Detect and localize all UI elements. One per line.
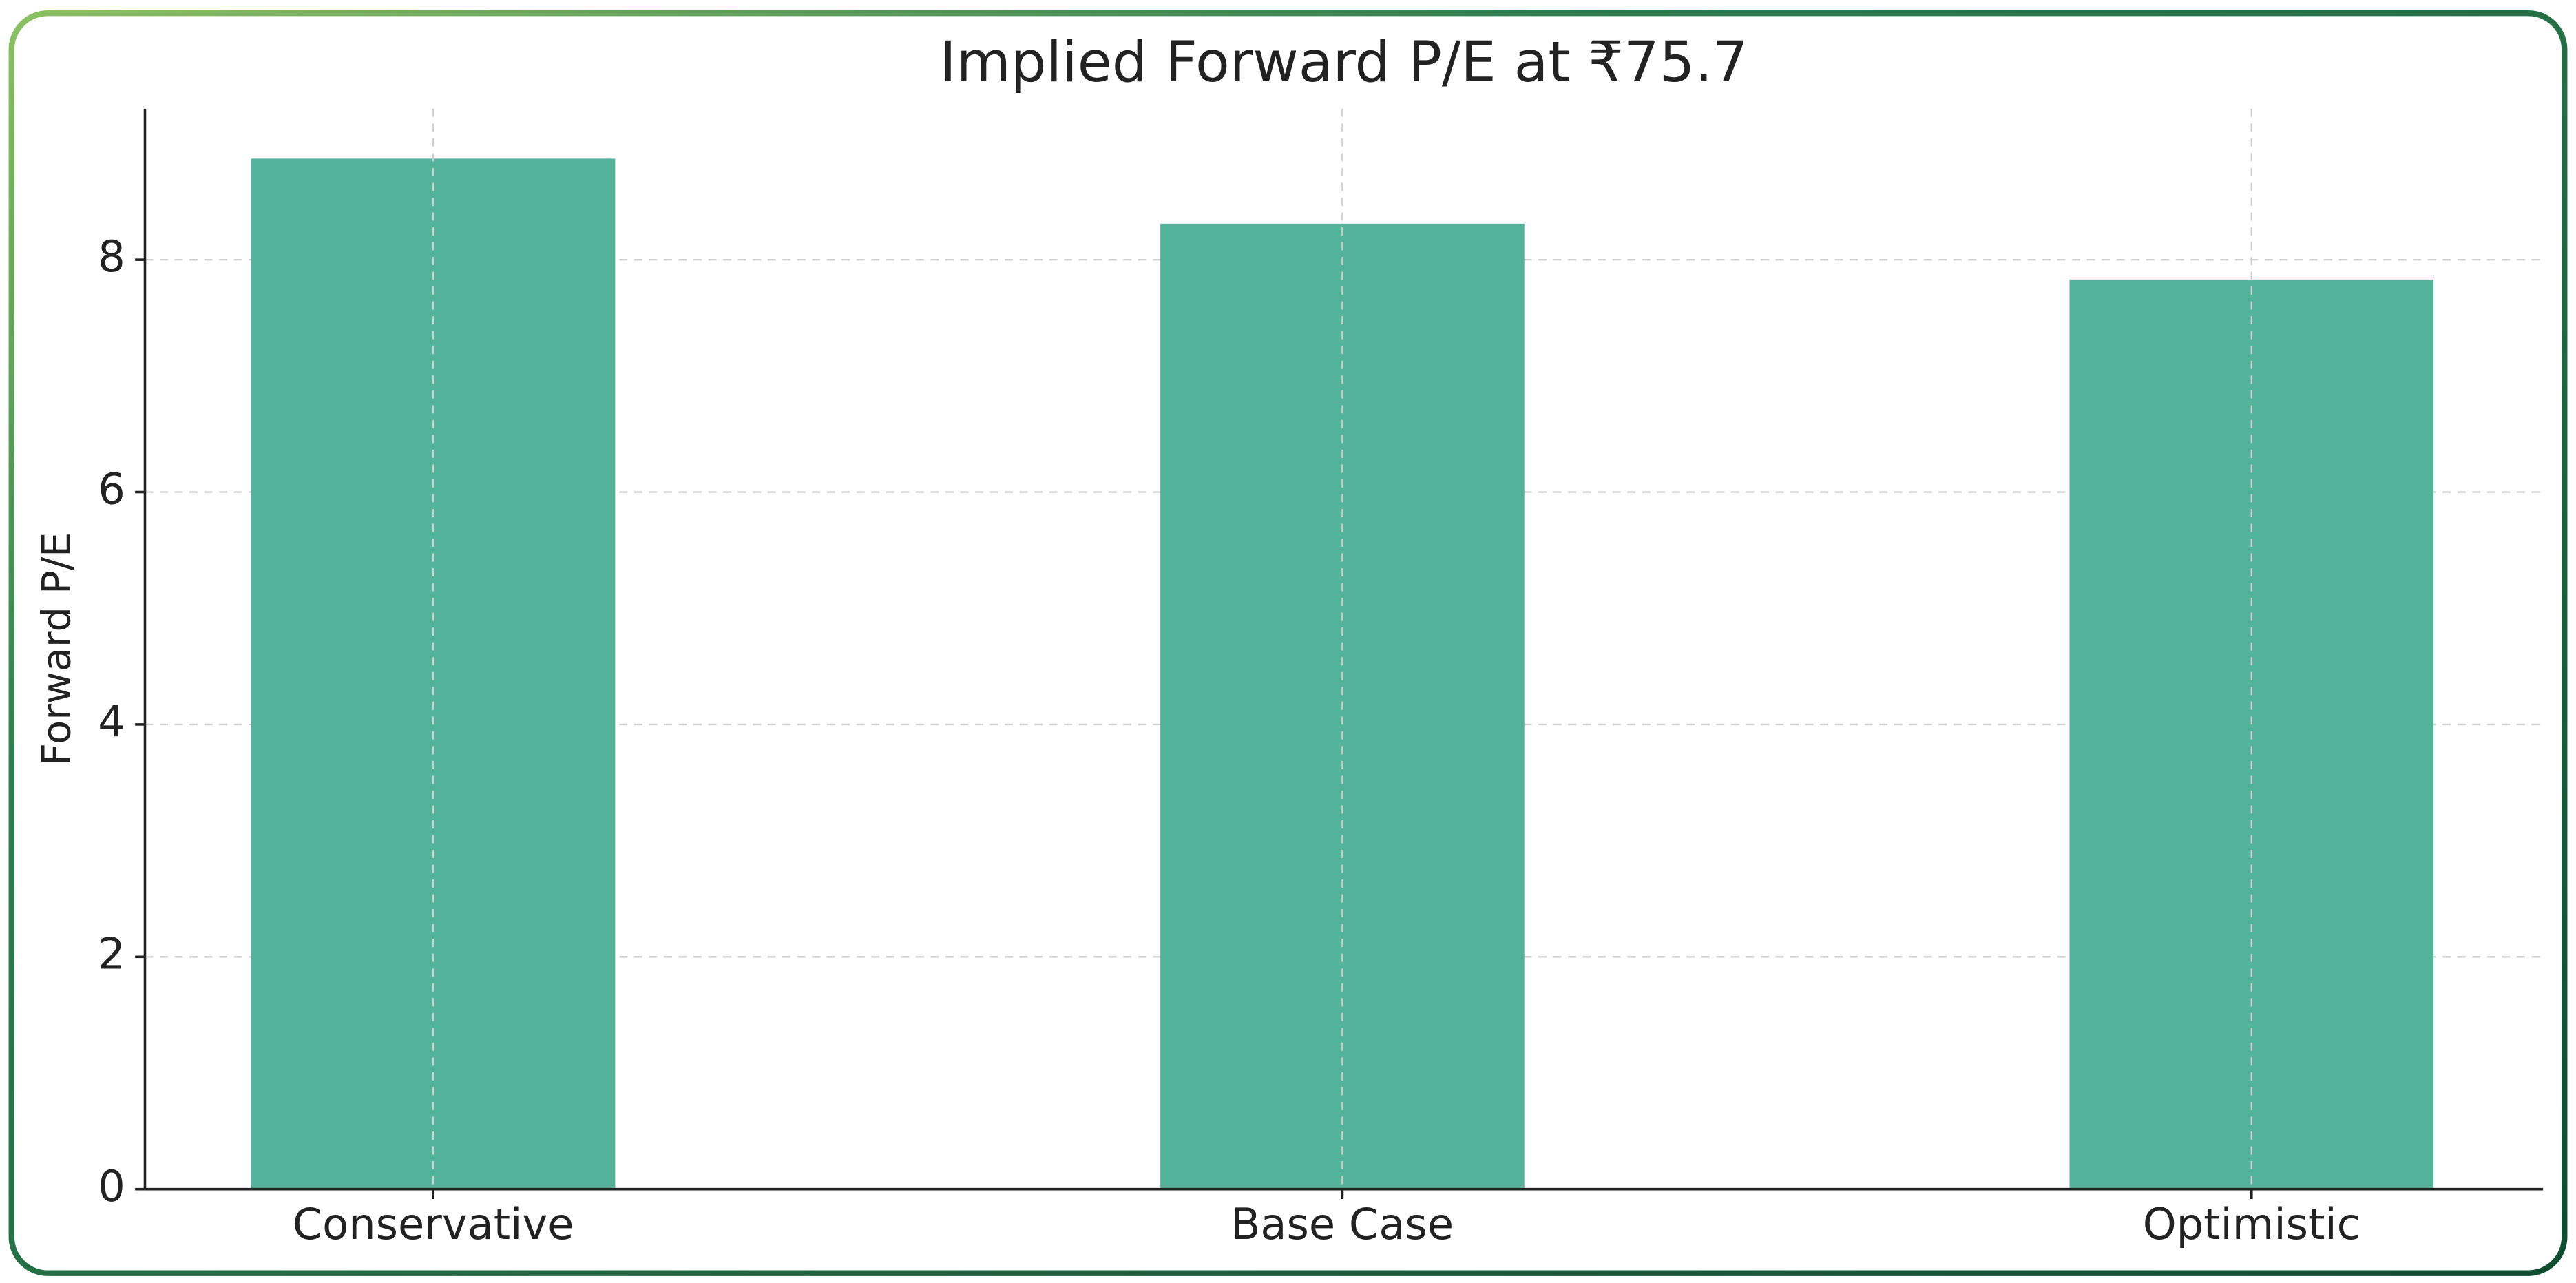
- y-tick-label: 8: [98, 231, 125, 282]
- y-tick-label: 0: [98, 1161, 125, 1211]
- plot-area: 0 2 4 6 8 Conservative Base Case Optimistic: [98, 108, 2544, 1249]
- chart-title: Implied Forward P/E at ₹75.7: [940, 30, 1748, 95]
- x-tick-label: Conservative: [293, 1199, 574, 1249]
- y-axis-label: Forward P/E: [34, 532, 80, 766]
- x-tick-label: Optimistic: [2143, 1199, 2360, 1249]
- y-tick-label: 4: [98, 696, 125, 747]
- y-tick-label: 2: [98, 928, 125, 979]
- y-tick-label: 6: [98, 464, 125, 514]
- x-tick-label: Base Case: [1231, 1199, 1454, 1249]
